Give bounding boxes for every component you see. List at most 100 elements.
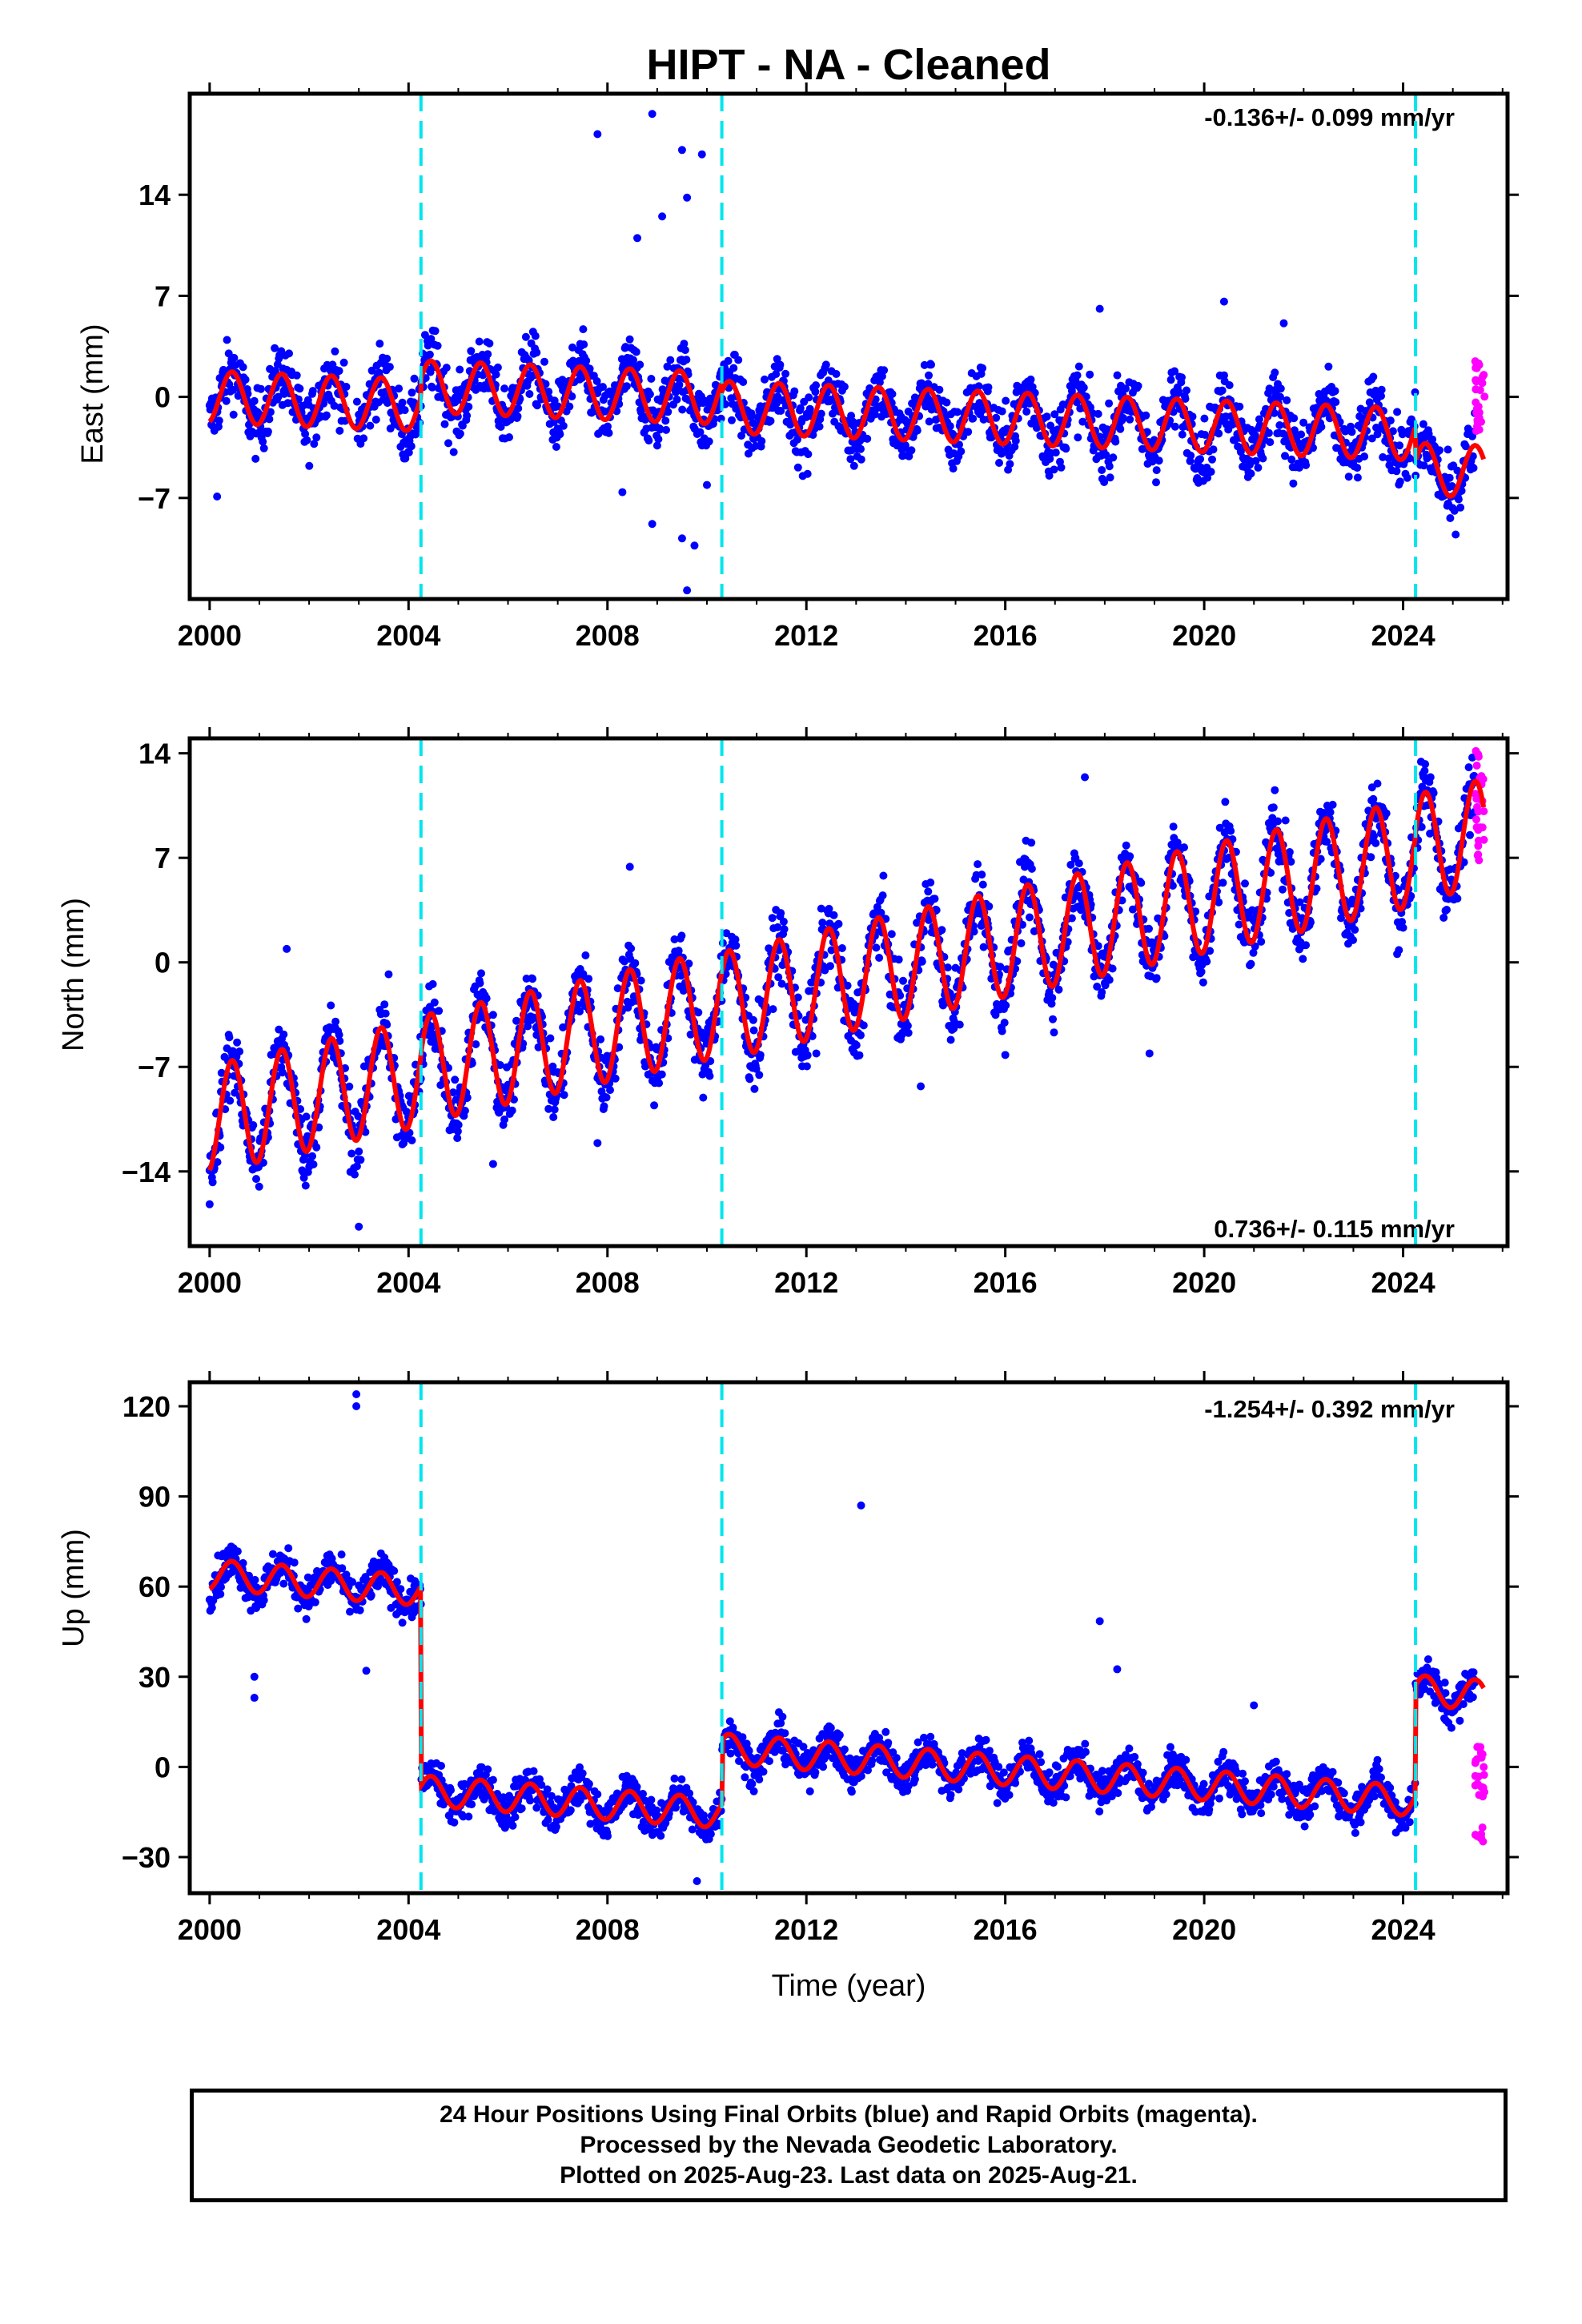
data-point <box>456 365 464 374</box>
data-point <box>1105 399 1114 408</box>
data-point <box>1456 503 1465 512</box>
data-point <box>374 1582 382 1590</box>
data-point <box>1398 430 1407 439</box>
data-point <box>506 416 515 424</box>
data-point <box>1002 396 1010 405</box>
data-point <box>279 1579 288 1588</box>
data-point <box>425 350 434 359</box>
data-point <box>381 1009 390 1018</box>
data-point <box>1453 895 1462 903</box>
outlier-point <box>658 212 667 221</box>
data-point <box>1285 909 1294 917</box>
data-point <box>1460 858 1468 866</box>
data-point <box>440 420 449 428</box>
data-point <box>528 975 537 983</box>
data-point <box>228 385 237 394</box>
data-point <box>1011 436 1020 445</box>
data-point <box>817 409 825 418</box>
data-point <box>1100 478 1109 486</box>
data-point <box>913 426 921 435</box>
data-point <box>804 450 813 459</box>
outlier-point <box>812 1049 821 1058</box>
plot-frame <box>187 736 1510 1248</box>
data-point <box>1191 907 1200 916</box>
data-point <box>521 332 530 341</box>
data-point <box>1399 923 1407 932</box>
data-point <box>1281 816 1290 825</box>
data-point <box>355 1147 363 1156</box>
data-point <box>978 364 987 372</box>
x-tick-label: 2016 <box>974 1266 1038 1299</box>
data-point <box>894 955 903 964</box>
data-point <box>312 433 321 442</box>
data-point <box>1105 975 1114 984</box>
data-point <box>428 383 436 392</box>
data-point <box>604 428 613 437</box>
outlier-point <box>683 586 692 595</box>
data-point <box>657 1070 666 1079</box>
outlier-point <box>593 130 602 139</box>
data-point <box>330 401 339 410</box>
data-point <box>935 385 944 394</box>
data-point <box>992 413 1001 422</box>
data-point <box>1388 427 1397 436</box>
data-point <box>840 382 849 391</box>
rapid-point <box>1471 790 1480 798</box>
data-point <box>1199 978 1207 987</box>
data-point <box>674 947 683 955</box>
data-point <box>970 927 978 936</box>
data-point <box>1382 809 1391 818</box>
data-point <box>472 1040 480 1048</box>
data-point <box>1050 410 1059 419</box>
x-tick-label: 2024 <box>1371 619 1435 652</box>
data-point <box>278 1068 287 1077</box>
data-point <box>924 887 933 896</box>
data-point <box>460 1779 469 1788</box>
data-point <box>829 911 838 919</box>
data-point <box>367 1591 375 1599</box>
data-point <box>821 360 830 369</box>
data-point <box>978 870 986 879</box>
data-point <box>1079 384 1088 392</box>
data-point <box>514 404 523 412</box>
data-point <box>1209 445 1218 454</box>
data-point <box>331 1017 340 1026</box>
data-point <box>1154 456 1163 465</box>
data-point <box>383 1020 391 1029</box>
data-point <box>964 428 973 436</box>
data-point <box>274 392 283 401</box>
data-point <box>352 397 361 406</box>
data-point <box>1051 448 1060 457</box>
data-point <box>366 421 375 430</box>
data-point <box>1271 368 1279 377</box>
data-point <box>464 402 473 411</box>
data-point <box>825 904 833 913</box>
data-point <box>1000 1019 1009 1027</box>
data-point <box>1398 918 1407 927</box>
data-point <box>896 991 905 1000</box>
data-point <box>927 360 935 369</box>
data-point <box>857 444 865 453</box>
data-point <box>1466 830 1474 839</box>
data-point <box>312 1143 321 1152</box>
up-axis-label: Up (mm) <box>57 1529 90 1647</box>
data-point <box>477 969 485 978</box>
data-point <box>1274 817 1282 826</box>
data-point <box>392 1578 401 1586</box>
rapid-point <box>1476 376 1484 384</box>
data-point <box>1453 466 1462 475</box>
x-tick-label: 2012 <box>774 1266 838 1299</box>
data-point <box>1145 924 1153 933</box>
data-point <box>552 443 560 451</box>
data-point <box>877 372 886 380</box>
data-point <box>463 412 472 420</box>
east-rate-label: -0.136+/- 0.099 mm/yr <box>1204 103 1455 131</box>
rapid-orbit-points <box>1471 746 1488 865</box>
rapid-point <box>1472 360 1481 369</box>
data-point <box>263 427 272 436</box>
data-point <box>239 1558 247 1567</box>
data-point <box>826 962 834 971</box>
data-point <box>444 439 452 448</box>
data-point <box>532 348 541 357</box>
x-tick-label: 2004 <box>376 1266 440 1299</box>
